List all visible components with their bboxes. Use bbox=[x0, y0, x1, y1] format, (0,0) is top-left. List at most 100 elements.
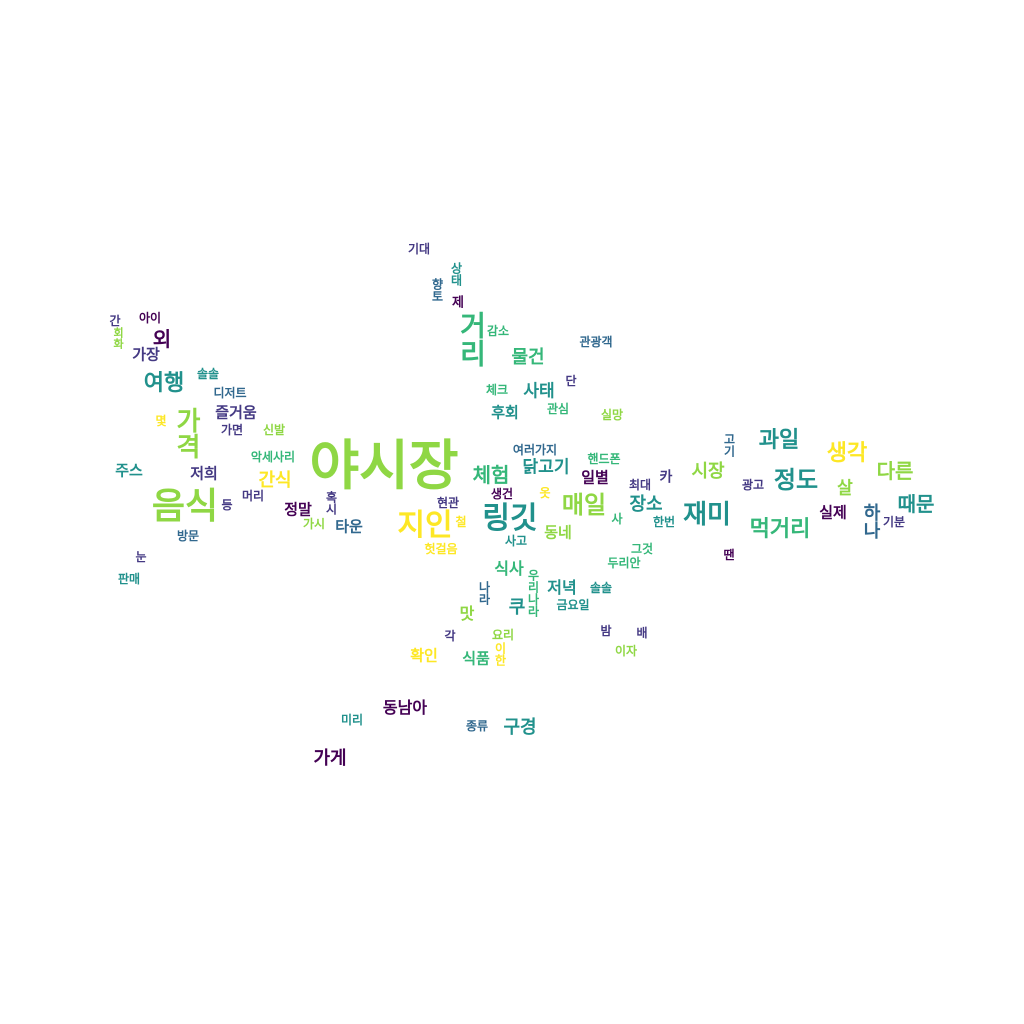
word: 다른 bbox=[876, 459, 914, 483]
word: 저녁 bbox=[547, 578, 577, 597]
word: 정말 bbox=[284, 500, 312, 519]
word: 신발 bbox=[262, 423, 286, 437]
word: 배 bbox=[636, 626, 648, 640]
word: 생각 bbox=[826, 441, 868, 466]
word: 사고 bbox=[504, 534, 528, 548]
word: 후회 bbox=[491, 403, 519, 422]
word: 시장 bbox=[691, 461, 725, 482]
word: 등 bbox=[221, 498, 233, 512]
word: 식사 bbox=[494, 559, 524, 578]
word: 때문 bbox=[897, 492, 935, 516]
word: 살 bbox=[837, 478, 853, 499]
word: 기대 bbox=[407, 242, 431, 256]
word: 몇 bbox=[155, 414, 167, 428]
word: 먹거리 bbox=[749, 517, 811, 542]
word: 철 bbox=[455, 515, 467, 529]
word: 금요일 bbox=[556, 598, 590, 612]
word: 과일 bbox=[758, 428, 800, 453]
word: 밤 bbox=[600, 624, 612, 638]
word: 체험 bbox=[472, 463, 510, 487]
word: 관심 bbox=[546, 402, 570, 416]
word: 악세사리 bbox=[250, 450, 296, 464]
word: 방문 bbox=[176, 529, 200, 543]
word: 야시장 bbox=[309, 434, 459, 497]
word: 핸드폰 bbox=[587, 452, 621, 466]
word: 즐거움 bbox=[215, 403, 257, 422]
word: 한번 bbox=[652, 515, 676, 529]
word: 요리 bbox=[491, 628, 515, 642]
word: 가격 bbox=[171, 407, 201, 459]
word: 나라 bbox=[477, 581, 491, 605]
word: 가게 bbox=[313, 748, 347, 769]
word: 미리 bbox=[340, 713, 364, 727]
word: 저희 bbox=[190, 464, 218, 483]
word: 두리안 bbox=[607, 556, 641, 570]
word: 상태 bbox=[449, 262, 463, 286]
word: 맛 bbox=[459, 604, 475, 623]
word: 사 bbox=[611, 512, 623, 526]
word: 장소 bbox=[629, 494, 663, 515]
word: 아이 bbox=[138, 311, 162, 325]
word: 고기 bbox=[722, 433, 736, 457]
word: 광고 bbox=[741, 478, 765, 492]
word: 동남아 bbox=[382, 698, 428, 717]
word: 여러가지 bbox=[512, 443, 558, 457]
word: 솔솔 bbox=[196, 367, 220, 381]
word: 제 bbox=[452, 295, 464, 311]
word: 관광객 bbox=[579, 335, 613, 349]
word: 회화 bbox=[111, 327, 125, 349]
word: 실망 bbox=[600, 408, 624, 422]
word: 현관 bbox=[436, 496, 460, 510]
word: 지인 bbox=[397, 508, 453, 543]
word: 눈 bbox=[135, 550, 147, 564]
word: 확인 bbox=[410, 646, 438, 665]
word: 판매 bbox=[117, 572, 141, 586]
word: 디저트 bbox=[213, 386, 247, 400]
word: 헛걸음 bbox=[424, 542, 458, 556]
word: 혹시 bbox=[324, 491, 338, 515]
word: 여행 bbox=[143, 371, 185, 396]
word: 실제 bbox=[819, 503, 847, 522]
word: 재미 bbox=[683, 500, 731, 530]
word: 솔솔 bbox=[589, 581, 613, 595]
word: 가장 bbox=[132, 345, 160, 364]
word: 정도 bbox=[773, 466, 819, 494]
word: 종류 bbox=[465, 719, 489, 733]
word: 각 bbox=[444, 629, 456, 643]
word: 생건 bbox=[490, 487, 514, 501]
word: 거리 bbox=[455, 311, 488, 367]
word: 카 bbox=[657, 469, 673, 483]
word: 최대 bbox=[628, 478, 652, 492]
word: 식품 bbox=[462, 649, 490, 668]
word: 주스 bbox=[115, 461, 143, 480]
word: 기분 bbox=[882, 515, 906, 529]
word: 가면 bbox=[220, 423, 244, 437]
word: 향토 bbox=[430, 278, 444, 302]
word: 외 bbox=[152, 327, 172, 351]
word: 타운 bbox=[335, 517, 363, 536]
word: 머리 bbox=[241, 489, 265, 503]
word: 옷 bbox=[539, 486, 551, 500]
word: 간식 bbox=[258, 470, 292, 491]
word: 하나 bbox=[860, 503, 881, 539]
word: 링깃 bbox=[482, 501, 538, 536]
word: 음식 bbox=[151, 486, 219, 527]
word: 간 bbox=[109, 314, 121, 328]
word: 그것 bbox=[630, 542, 654, 556]
word: 감소 bbox=[486, 324, 510, 338]
word: 닭고기 bbox=[522, 457, 570, 478]
word: 가시 bbox=[302, 517, 326, 531]
word: 매일 bbox=[561, 491, 607, 519]
word: 쿠 bbox=[508, 597, 526, 618]
word: 동네 bbox=[544, 523, 572, 542]
word: 물건 bbox=[511, 347, 545, 368]
word: 사태 bbox=[523, 381, 555, 402]
word: 일별 bbox=[581, 468, 609, 487]
word: 우리나라 bbox=[526, 569, 540, 617]
word: 이자 bbox=[614, 644, 638, 658]
word: 이한 bbox=[493, 642, 507, 666]
word: 땐 bbox=[723, 548, 735, 562]
word: 체크 bbox=[485, 383, 509, 397]
word: 단 bbox=[565, 374, 577, 388]
